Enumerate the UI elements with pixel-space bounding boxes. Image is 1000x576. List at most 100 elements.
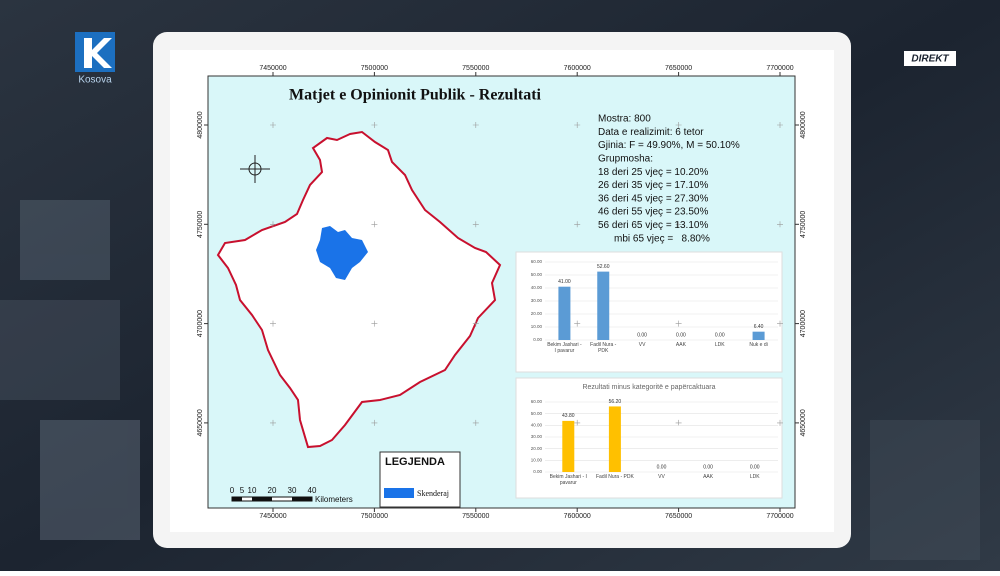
x-tick-label-box: AAK bbox=[675, 342, 686, 348]
logo-text: Kosova bbox=[78, 75, 112, 86]
grid-cross bbox=[270, 122, 276, 128]
country-outline bbox=[216, 130, 502, 449]
grid-cross bbox=[270, 320, 276, 327]
x-tick-label-box: LDK bbox=[749, 474, 760, 480]
x-tick-label-box: Fadil Nura - PDK bbox=[595, 474, 634, 480]
bar bbox=[562, 420, 575, 472]
info-line: Gjinia: F = 49.90%, M = 50.10% bbox=[598, 140, 740, 151]
x-tick-label: AAK bbox=[703, 474, 714, 480]
x-coord-label: 7500000 bbox=[361, 65, 388, 72]
x-tick-label-box: Nuk e di bbox=[749, 342, 767, 348]
grid-cross bbox=[270, 221, 276, 228]
grid-cross bbox=[472, 320, 479, 327]
info-line: 26 deri 35 vjeç = 17.10% bbox=[598, 180, 708, 191]
value-label: 0.00 bbox=[676, 332, 686, 338]
y-tick-label: 60.00 bbox=[531, 399, 543, 404]
value-label: 41.00 bbox=[558, 279, 571, 285]
scale-unit: Kilometers bbox=[315, 495, 353, 504]
legend-title: LEGJENDA bbox=[385, 456, 445, 468]
y-tick-label: 10.00 bbox=[531, 324, 543, 329]
x-tick-label: LDK bbox=[714, 342, 725, 348]
bar bbox=[597, 271, 610, 340]
grid-cross bbox=[675, 221, 682, 228]
info-line: Data e realizimit: 6 tetor bbox=[598, 127, 704, 138]
x-coord-label: 7600000 bbox=[564, 65, 591, 72]
info-line: 36 deri 45 vjeç = 27.30% bbox=[598, 193, 708, 204]
cubes bbox=[0, 200, 980, 560]
y-coord-label: 4750000 bbox=[197, 211, 204, 238]
y-coord-label: 4800000 bbox=[800, 111, 807, 138]
x-tick-label: Bekim Jashari - I pavarur bbox=[549, 474, 587, 486]
info-line: 18 deri 25 vjeç = 10.20% bbox=[598, 167, 708, 178]
x-tick-label-box: LDK bbox=[714, 342, 725, 348]
grid-cross bbox=[675, 419, 682, 426]
grid-cross bbox=[472, 221, 479, 228]
live-badge bbox=[904, 51, 956, 66]
y-tick-label: 20.00 bbox=[531, 311, 543, 316]
scale-label: 30 bbox=[288, 486, 297, 495]
y-tick-label: 0.00 bbox=[533, 469, 542, 474]
y-coord-label: 4750000 bbox=[800, 211, 807, 238]
live-text: DIREKT bbox=[911, 54, 949, 65]
scale-label: 20 bbox=[268, 486, 277, 495]
y-coord-label: 4700000 bbox=[197, 310, 204, 337]
x-coord-label: 7700000 bbox=[766, 65, 793, 72]
x-coord-label: 7550000 bbox=[462, 65, 489, 72]
grid-cross bbox=[675, 320, 682, 327]
map-title: Matjet e Opinionit Publik - Rezultati bbox=[289, 87, 542, 104]
x-coord-label: 7450000 bbox=[259, 513, 286, 520]
info-line: mbi 65 vjeç = 8.80% bbox=[614, 233, 710, 244]
x-tick-label: LDK bbox=[749, 474, 760, 480]
x-tick-label-box: VV bbox=[658, 474, 665, 480]
y-coord-label: 4650000 bbox=[800, 409, 807, 436]
x-coord-label: 7550000 bbox=[462, 513, 489, 520]
x-tick-label: AAK bbox=[675, 342, 686, 348]
x-tick-label: Fadil Nura - PDK bbox=[590, 342, 617, 354]
grid-cross bbox=[371, 320, 378, 327]
bar bbox=[558, 286, 571, 340]
value-label: 0.00 bbox=[715, 332, 725, 338]
x-tick-label-box: Fadil Nura - PDK bbox=[590, 342, 617, 354]
x-tick-label: Fadil Nura - PDK bbox=[595, 474, 634, 480]
value-label: 0.00 bbox=[703, 464, 713, 470]
grid-cross bbox=[675, 122, 682, 128]
x-tick-label-box: AAK bbox=[703, 474, 714, 480]
scale-label: 40 bbox=[308, 486, 317, 495]
grid-cross bbox=[574, 320, 581, 327]
grid-cross bbox=[777, 419, 783, 426]
y-tick-label: 40.00 bbox=[531, 423, 543, 428]
grid-cross bbox=[371, 419, 378, 426]
x-tick-label: Bekim Jashari - I pavarur bbox=[547, 342, 582, 354]
grid-cross bbox=[777, 221, 783, 228]
x-tick-label-box: Bekim Jashari - I pavarur bbox=[547, 342, 582, 354]
grid-cross bbox=[574, 221, 581, 228]
x-tick-label: VV bbox=[658, 474, 665, 480]
skenderaj-region bbox=[316, 226, 368, 280]
value-label: 0.00 bbox=[657, 464, 667, 470]
grid-cross bbox=[574, 122, 581, 128]
y-tick-label: 60.00 bbox=[531, 259, 543, 264]
scale-label: 5 bbox=[240, 486, 245, 495]
info-line: Grupmosha: bbox=[598, 154, 653, 165]
scale-label: 0 bbox=[230, 486, 235, 495]
y-tick-label: 10.00 bbox=[531, 458, 543, 463]
grid-cross bbox=[371, 122, 378, 128]
y-coord-label: 4800000 bbox=[197, 111, 204, 138]
y-tick-label: 50.00 bbox=[531, 411, 543, 416]
logo-k bbox=[84, 38, 112, 68]
value-label: 52.60 bbox=[597, 264, 610, 270]
north-arrow bbox=[240, 155, 270, 183]
grid-cross bbox=[371, 221, 378, 228]
x-coord-label: 7700000 bbox=[766, 513, 793, 520]
x-tick-label: VV bbox=[638, 342, 646, 348]
value-label: 0.00 bbox=[750, 464, 760, 470]
y-tick-label: 0.00 bbox=[533, 337, 542, 342]
x-coord-label: 7650000 bbox=[665, 65, 692, 72]
y-coord-label: 4700000 bbox=[800, 310, 807, 337]
grid-cross bbox=[472, 122, 479, 128]
x-coord-label: 7500000 bbox=[361, 513, 388, 520]
scale-segment bbox=[252, 497, 272, 501]
info-line: Mostra: 800 bbox=[598, 114, 651, 125]
bar bbox=[608, 406, 621, 472]
